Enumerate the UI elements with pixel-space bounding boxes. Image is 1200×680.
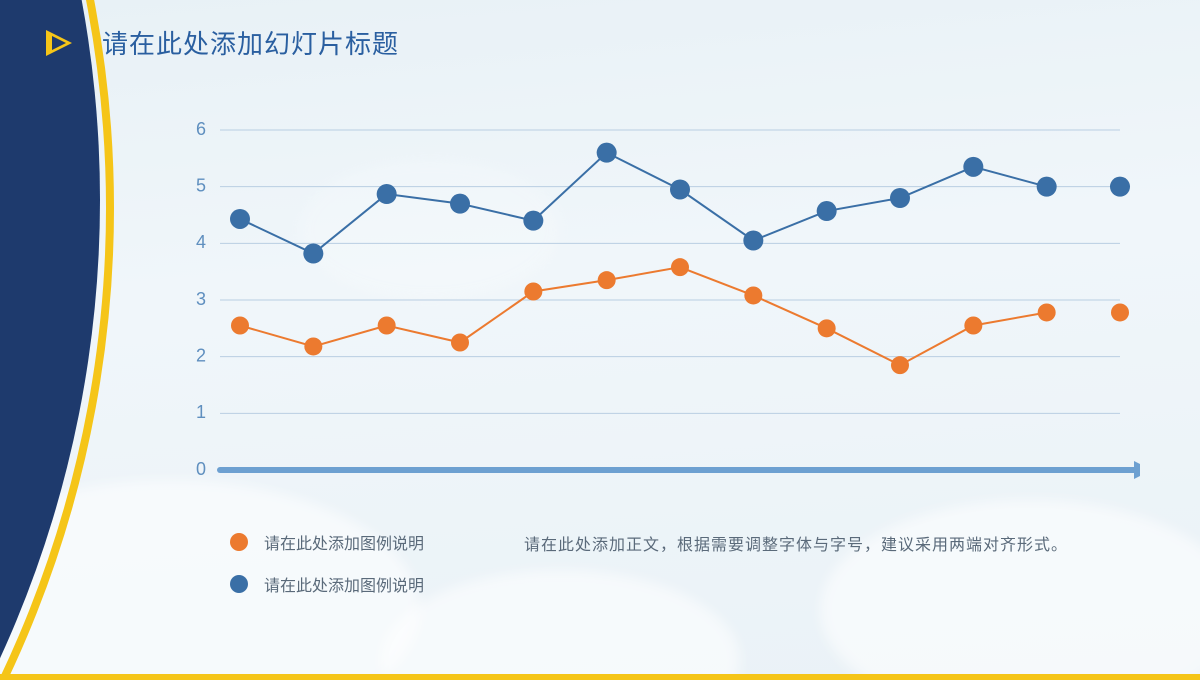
series-marker-orange [304,337,322,355]
series-marker-blue [523,211,543,231]
legend-item: 请在此处添加图例说明 [230,530,424,554]
series-marker-orange [524,283,542,301]
series-marker-orange [1038,303,1056,321]
play-triangle-icon [46,30,72,56]
series-marker-blue [450,194,470,214]
y-tick-label: 0 [196,459,206,479]
series-marker-blue [597,143,617,163]
series-marker-blue [303,244,323,264]
legend-swatch [230,533,248,551]
y-tick-label: 4 [196,232,206,252]
series-marker-blue [1110,177,1130,197]
line-chart: 0 1 2 3 4 5 6 [180,120,1140,500]
series-marker-orange [1111,303,1129,321]
series-marker-blue [963,157,983,177]
chart-svg: 0 1 2 3 4 5 6 [180,120,1140,500]
series-marker-blue [890,188,910,208]
series-marker-blue [817,201,837,221]
series-marker-blue [670,180,690,200]
series-marker-orange [891,356,909,374]
y-tick-label: 5 [196,175,206,195]
series-marker-blue [377,184,397,204]
series-marker-orange [818,319,836,337]
bottom-accent-bar [0,674,1200,680]
series-line-orange [240,267,1047,365]
legend-swatch [230,575,248,593]
chart-legend: 请在此处添加图例说明请在此处添加图例说明 [230,530,424,596]
series-marker-blue [230,209,250,229]
series-marker-orange [671,258,689,276]
series-line-blue [240,153,1047,254]
series-marker-orange [231,317,249,335]
y-tick-label: 3 [196,289,206,309]
series-marker-orange [964,317,982,335]
series-marker-orange [598,271,616,289]
series-marker-blue [1037,177,1057,197]
slide-title-row: 请在此处添加幻灯片标题 [40,24,399,61]
series-marker-orange [378,317,396,335]
legend-label: 请在此处添加图例说明 [264,530,424,554]
series-marker-blue [743,231,763,251]
legend-item: 请在此处添加图例说明 [230,572,424,596]
series-marker-orange [451,334,469,352]
y-tick-label: 6 [196,120,206,139]
y-tick-label: 1 [196,402,206,422]
series-marker-orange [744,286,762,304]
body-text: 请在此处添加正文，根据需要调整字体与字号，建议采用两端对齐形式。 [524,530,1120,596]
slide-title: 请在此处添加幻灯片标题 [102,24,399,61]
footer-row: 请在此处添加图例说明请在此处添加图例说明 请在此处添加正文，根据需要调整字体与字… [230,530,1120,596]
legend-label: 请在此处添加图例说明 [264,572,424,596]
y-tick-label: 2 [196,345,206,365]
x-axis-arrow-head-icon [1134,461,1140,479]
